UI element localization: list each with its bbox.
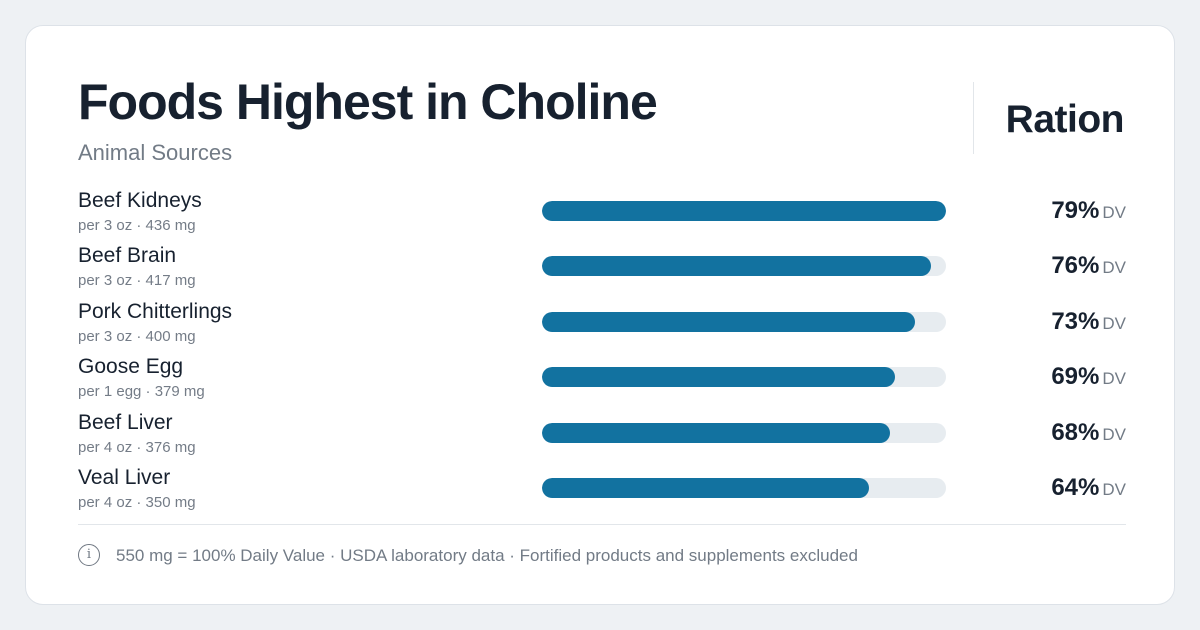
- value-number: 64%: [1051, 473, 1100, 501]
- bar-track: [542, 367, 946, 388]
- value-unit: DV: [1102, 479, 1126, 499]
- bar-track: [542, 311, 946, 332]
- bar: [542, 201, 946, 221]
- bar-row: Pork Chitterlings per 3 oz · 400 mg 73% DV: [78, 295, 1126, 350]
- bar-track: [542, 201, 946, 221]
- bar-row: Goose Egg per 1 egg · 379 mg 69% DV: [78, 350, 1126, 405]
- bar-row: Beef Kidneys per 3 oz · 436 mg 79% DV: [78, 184, 1126, 239]
- category-label: Goose Egg: [78, 355, 184, 379]
- value-label: 64% DV: [1051, 474, 1126, 504]
- value-label: 73% DV: [1051, 308, 1126, 338]
- serving-detail: per 3 oz · 400 mg: [78, 327, 196, 345]
- value-number: 69%: [1051, 363, 1100, 391]
- bar-row: Beef Liver per 4 oz · 376 mg 68% DV: [78, 406, 1126, 461]
- bar-track: [542, 477, 946, 498]
- bar-list: Beef Kidneys per 3 oz · 436 mg 79% DV Beef B…: [78, 184, 1126, 516]
- category-label: Beef Kidneys: [78, 189, 202, 212]
- value-number: 79%: [1051, 197, 1100, 224]
- value-unit: DV: [1102, 313, 1126, 333]
- serving-detail: per 1 egg · 379 mg: [78, 383, 205, 401]
- bar: [542, 477, 870, 498]
- value-unit: DV: [1102, 424, 1126, 444]
- category-label: Pork Chitterlings: [78, 299, 233, 323]
- serving-detail: per 4 oz · 376 mg: [78, 438, 196, 456]
- chart-card: Foods Highest in Choline Animal Sources …: [25, 25, 1175, 605]
- value-number: 68%: [1051, 418, 1100, 446]
- info-icon: i: [78, 544, 100, 566]
- category-label: Veal Liver: [78, 465, 171, 489]
- category-label: Beef Brain: [78, 244, 177, 268]
- value-label: 76% DV: [1051, 252, 1126, 282]
- value-unit: DV: [1102, 369, 1126, 389]
- bar: [542, 311, 916, 332]
- bar-track: [542, 256, 946, 277]
- serving-detail: per 3 oz · 417 mg: [78, 272, 196, 290]
- value-label: 69% DV: [1051, 363, 1126, 393]
- bar: [542, 367, 895, 388]
- value-label: 79% DV: [1051, 197, 1126, 227]
- footer-divider: [78, 524, 1126, 525]
- serving-detail: per 3 oz · 436 mg: [78, 217, 196, 234]
- bar: [542, 422, 890, 443]
- bar-track: [542, 422, 946, 443]
- brand-divider: [973, 82, 974, 154]
- value-unit: DV: [1102, 203, 1126, 222]
- chart-title: Foods Highest in Choline: [78, 74, 658, 130]
- bar-row: Veal Liver per 4 oz · 350 mg 64% DV: [78, 461, 1126, 516]
- brand-logo: Ration: [1005, 98, 1125, 141]
- serving-detail: per 4 oz · 350 mg: [78, 493, 196, 511]
- category-label: Beef Liver: [78, 410, 173, 434]
- bar: [542, 256, 931, 277]
- value-label: 68% DV: [1051, 419, 1126, 449]
- value-number: 76%: [1051, 252, 1100, 280]
- value-number: 73%: [1051, 307, 1100, 335]
- bar-row: Beef Brain per 3 oz · 417 mg 76% DV: [78, 239, 1126, 294]
- footnote: 550 mg = 100% Daily Value · USDA laborat…: [116, 546, 858, 565]
- value-unit: DV: [1102, 258, 1126, 278]
- chart-subtitle: Animal Sources: [78, 140, 233, 165]
